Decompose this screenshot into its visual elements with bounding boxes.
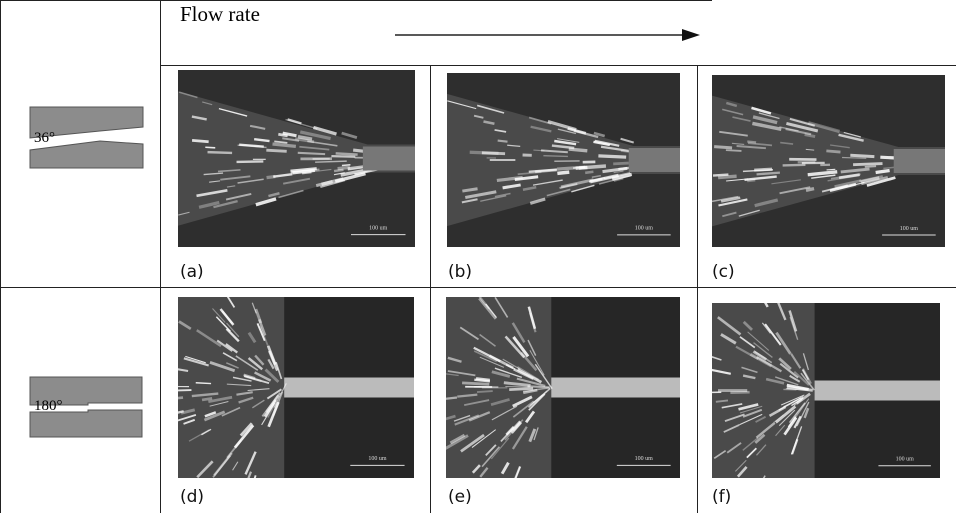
streak: [613, 163, 629, 164]
wall: [284, 297, 414, 378]
streak: [842, 158, 866, 159]
angle-label: 180°: [34, 398, 63, 415]
streak: [462, 383, 489, 384]
streak: [298, 153, 325, 154]
streak: [535, 170, 557, 172]
figure: Flow rate 36° 180° 100 um (a) 100 um (b) 100…: [0, 0, 956, 513]
channel: [629, 148, 680, 172]
streak: [298, 137, 312, 140]
streak: [476, 379, 490, 381]
wall: [815, 401, 940, 479]
streak: [806, 149, 814, 150]
streak: [806, 189, 814, 191]
streak: [850, 155, 874, 156]
streak: [178, 398, 183, 399]
panel-label: (c): [712, 262, 735, 282]
streak: [342, 165, 351, 166]
streak: [747, 141, 756, 142]
streak: [196, 383, 211, 384]
streak: [557, 172, 569, 173]
streak: [826, 151, 840, 152]
channel: [363, 147, 415, 171]
header-title: Flow rate: [180, 2, 260, 27]
streak: [718, 176, 736, 177]
panel-label: (b): [448, 262, 472, 282]
channel: [551, 378, 680, 398]
streak: [192, 140, 209, 141]
streak: [876, 171, 890, 173]
streak: [621, 151, 630, 152]
micrograph: 100 um: [712, 303, 940, 478]
streak: [730, 392, 749, 393]
scale-label: 100 um: [635, 226, 654, 232]
streak: [585, 172, 593, 173]
panel-label: (d): [180, 487, 204, 507]
panel-label: (e): [448, 487, 472, 507]
streak: [509, 388, 533, 389]
panel-label: (f): [712, 487, 731, 507]
streak: [498, 141, 508, 142]
micrograph: 100 um: [447, 73, 680, 247]
streak: [237, 161, 264, 162]
wall: [551, 297, 680, 378]
streak: [528, 386, 550, 387]
micrograph: 100 um: [712, 75, 945, 247]
streak: [783, 165, 806, 166]
streak: [470, 152, 499, 153]
streak: [543, 156, 568, 157]
wall: [815, 303, 940, 381]
angle-label: 36°: [34, 130, 55, 147]
streak: [747, 180, 755, 181]
scale-label: 100 um: [635, 456, 654, 462]
scale-label: 100 um: [900, 226, 919, 232]
streak: [477, 391, 493, 392]
streak: [331, 156, 355, 157]
scale-label: 100 um: [896, 457, 915, 463]
wall: [551, 398, 680, 479]
micrograph: 100 um: [178, 70, 415, 247]
streak: [714, 147, 732, 148]
streak: [208, 152, 233, 153]
streak: [853, 164, 882, 165]
scale-label: 100 um: [368, 456, 387, 462]
streak: [266, 150, 286, 151]
channel: [894, 149, 945, 173]
streak: [726, 150, 742, 151]
streak: [202, 398, 212, 400]
streak: [598, 156, 626, 157]
streak: [336, 153, 358, 154]
streak: [505, 387, 529, 388]
streak: [569, 149, 588, 151]
wall: [284, 398, 414, 479]
streak: [827, 169, 836, 170]
streak: [573, 167, 585, 168]
streak: [805, 135, 816, 137]
channel: [284, 378, 414, 398]
streak: [865, 166, 876, 167]
channel: [815, 381, 940, 401]
micrograph: 100 um: [446, 297, 680, 478]
micrograph: 100 um: [178, 297, 414, 478]
streak: [205, 147, 215, 148]
scale-label: 100 um: [369, 225, 388, 231]
panel-label: (a): [180, 262, 204, 282]
